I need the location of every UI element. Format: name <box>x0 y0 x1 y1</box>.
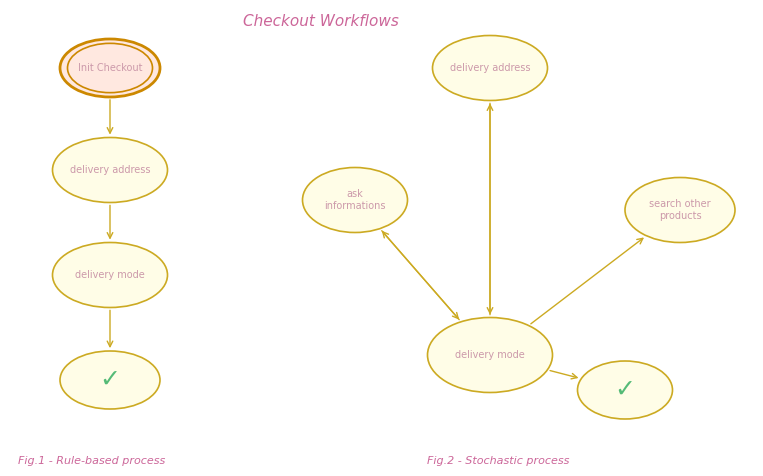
Ellipse shape <box>302 168 407 232</box>
Text: delivery mode: delivery mode <box>75 270 145 280</box>
Text: Checkout Workflows: Checkout Workflows <box>243 14 398 29</box>
Ellipse shape <box>60 39 160 97</box>
Text: delivery address: delivery address <box>449 63 530 73</box>
Text: Fig.1 - Rule-based process: Fig.1 - Rule-based process <box>18 456 166 466</box>
Ellipse shape <box>427 317 552 393</box>
Text: ask
informations: ask informations <box>324 189 386 211</box>
Text: delivery mode: delivery mode <box>455 350 525 360</box>
Ellipse shape <box>60 351 160 409</box>
Ellipse shape <box>433 36 548 100</box>
Text: ✓: ✓ <box>99 368 121 392</box>
Text: ✓: ✓ <box>614 378 636 402</box>
Text: Fig.2 - Stochastic process: Fig.2 - Stochastic process <box>427 456 570 466</box>
Ellipse shape <box>53 138 168 202</box>
Ellipse shape <box>578 361 672 419</box>
Ellipse shape <box>53 242 168 307</box>
Text: Init Checkout: Init Checkout <box>78 63 142 73</box>
Text: search other
products: search other products <box>649 199 711 221</box>
Text: delivery address: delivery address <box>69 165 150 175</box>
Ellipse shape <box>625 178 735 242</box>
